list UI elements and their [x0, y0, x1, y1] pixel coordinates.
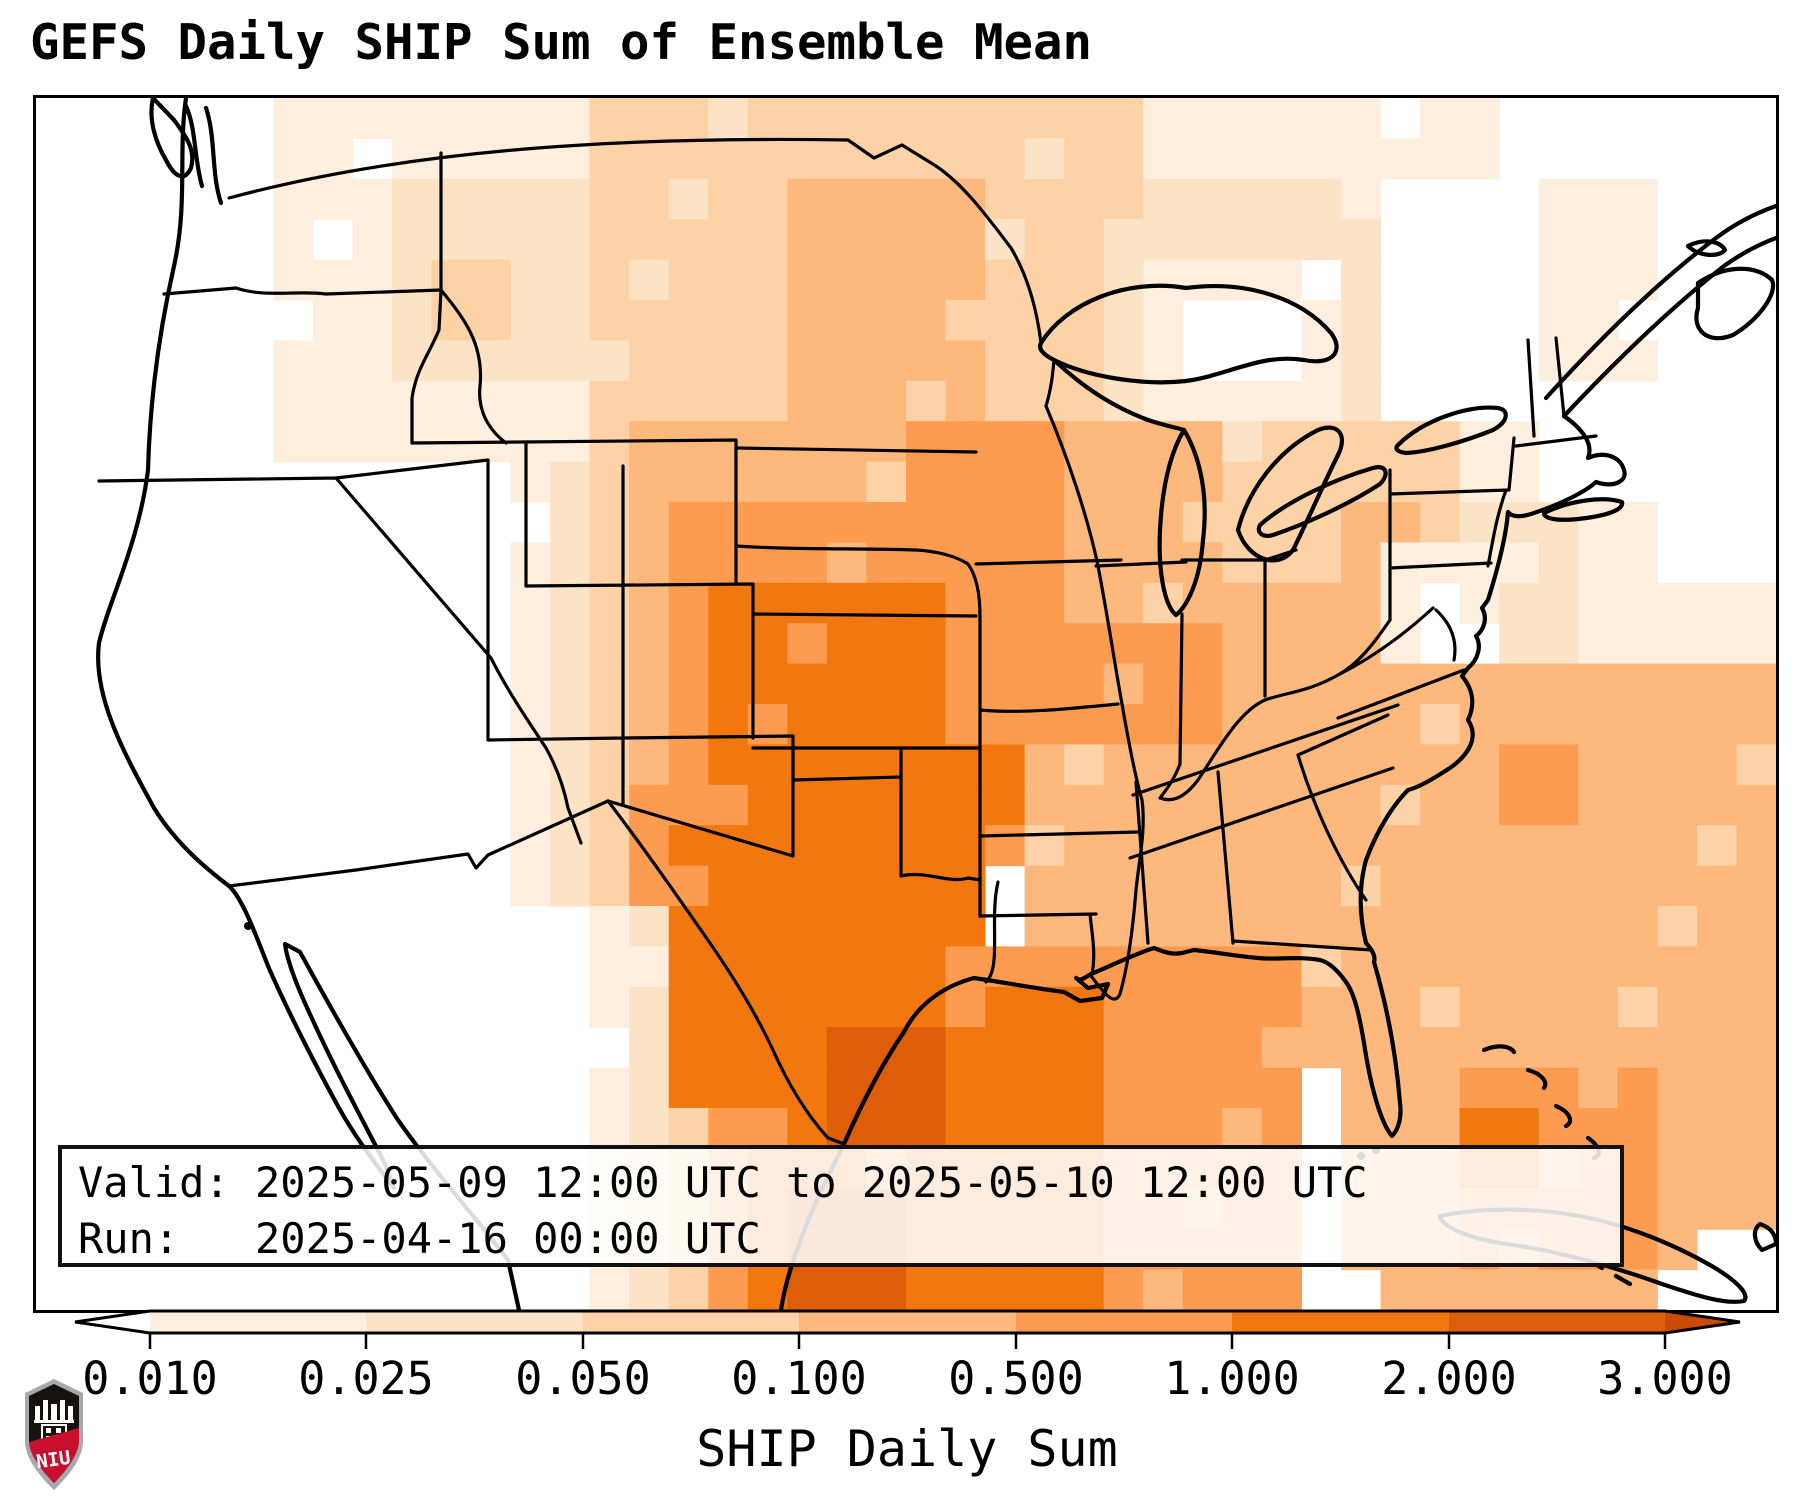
rio-grande-border — [606, 799, 846, 1146]
logo-text: NIU — [35, 1447, 72, 1474]
ship-heatmap-cells — [273, 98, 1776, 1310]
logo-shield-band — [29, 1428, 79, 1483]
state-borders-plains — [734, 446, 1140, 918]
mexico-border-west — [227, 799, 610, 888]
valid-time-text: Valid: 2025-05-09 12:00 UTC to 2025-05-1… — [78, 1158, 1368, 1207]
long-island — [1541, 497, 1625, 522]
colorbar-tick-label: 1.000 — [1164, 1352, 1300, 1405]
colorbar-title: SHIP Daily Sum — [696, 1420, 1118, 1478]
map-canvas: Valid: 2025-05-09 12:00 UTC to 2025-05-1… — [33, 95, 1779, 1313]
lake-huron — [1235, 425, 1344, 563]
hispaniola-tip — [1752, 1221, 1776, 1253]
lake-superior — [1037, 283, 1339, 385]
colorbar-tick-label: 0.010 — [82, 1352, 218, 1405]
atlantic-gulf-coastline — [778, 413, 1627, 1310]
niu-logo: NIU — [25, 1379, 83, 1490]
map-svg — [96, 98, 1776, 1310]
lake-ontario — [1394, 405, 1508, 456]
colorbar-tick-label: 3.000 — [1597, 1352, 1733, 1405]
info-box: Valid: 2025-05-09 12:00 UTC to 2025-05-1… — [58, 1145, 1624, 1267]
state-borders-east — [984, 336, 1598, 984]
gulf-island-dot — [244, 922, 252, 930]
colorbar-tick-label: 0.100 — [731, 1352, 867, 1405]
colorbar-tick-label: 0.050 — [515, 1352, 651, 1405]
lake-michigan — [1157, 427, 1207, 618]
michigan-up-shore — [1051, 357, 1187, 433]
nova-scotia — [1685, 239, 1776, 341]
canada-border — [227, 137, 1043, 345]
colorbar — [74, 1309, 1741, 1349]
puget-sound-coastline — [149, 98, 224, 206]
mississippi-river-border — [1044, 358, 1145, 1001]
colorbar-tick-label: 2.000 — [1381, 1352, 1517, 1405]
page-title: GEFS Daily SHIP Sum of Ensemble Mean — [30, 14, 1093, 71]
pacific-coastline — [96, 98, 522, 1310]
lake-erie — [1256, 465, 1388, 538]
colorbar-tick-label: 0.025 — [298, 1352, 434, 1405]
state-borders-west — [97, 151, 795, 858]
colorbar-tick-label: 0.500 — [948, 1352, 1084, 1405]
run-time-text: Run: 2025-04-16 00:00 UTC — [78, 1214, 761, 1263]
